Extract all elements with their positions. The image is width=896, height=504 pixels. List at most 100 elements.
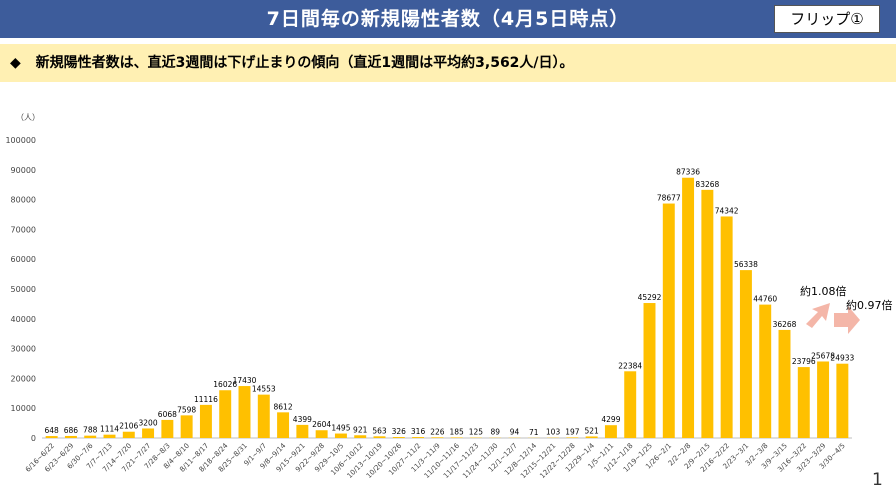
data-label: 44760	[753, 295, 777, 304]
ratio-label-2: 約0.97倍	[846, 299, 893, 312]
data-label: 25678	[811, 351, 835, 360]
bar	[701, 189, 714, 438]
data-label: 185	[449, 427, 464, 436]
data-label: 16026	[213, 380, 237, 389]
data-label: 74342	[715, 206, 739, 215]
y-tick-label: 50000	[11, 285, 36, 294]
data-label: 6068	[158, 410, 177, 419]
flip-badge: フリップ①	[774, 5, 880, 33]
y-tick-label: 60000	[11, 255, 36, 264]
data-label: 56338	[734, 260, 758, 269]
data-label: 2604	[312, 420, 331, 429]
data-label: 686	[64, 426, 79, 435]
data-label: 36268	[773, 320, 797, 329]
bar	[450, 437, 463, 438]
data-label: 521	[584, 426, 599, 435]
page-title: 7日間毎の新規陽性者数（4月5日時点）	[266, 8, 630, 30]
bar	[739, 270, 752, 438]
data-label: 648	[44, 426, 59, 435]
bar	[720, 216, 733, 438]
bar	[373, 436, 386, 438]
data-label: 87336	[676, 168, 700, 177]
bar	[257, 394, 270, 438]
data-label: 226	[430, 427, 445, 436]
diamond-icon: ◆	[10, 55, 21, 71]
data-label: 23796	[792, 357, 816, 366]
bar	[836, 363, 849, 438]
bar	[624, 371, 637, 438]
bar	[199, 404, 212, 438]
data-label: 14553	[252, 385, 276, 394]
bar	[643, 303, 656, 438]
y-tick-label: 30000	[11, 345, 36, 354]
data-label: 326	[392, 427, 407, 436]
headline-banner: ◆ 新規陽性者数は、直近3週間は下げ止まりの傾向（直近1週間は平均約3,562人…	[0, 44, 896, 82]
data-label: 4299	[601, 415, 620, 424]
y-tick-label: 20000	[11, 374, 36, 383]
data-label: 316	[411, 427, 426, 436]
data-label: 22384	[618, 361, 642, 370]
data-label: 11116	[194, 395, 218, 404]
data-label: 24933	[830, 354, 854, 363]
data-label: 563	[372, 426, 387, 435]
data-label: 197	[565, 427, 580, 436]
bar	[412, 437, 425, 438]
headline-text: 新規陽性者数は、直近3週間は下げ止まりの傾向（直近1週間は平均約3,562人/日…	[35, 55, 574, 71]
title-bar: 7日間毎の新規陽性者数（4月5日時点） フリップ①	[0, 0, 896, 38]
data-label: 1114	[100, 425, 119, 434]
bar	[161, 419, 174, 438]
data-label: 89	[490, 428, 500, 437]
y-tick-label: 70000	[11, 225, 36, 234]
y-tick-label: 80000	[11, 196, 36, 205]
bar	[45, 436, 58, 438]
data-label: 3200	[139, 418, 158, 427]
y-axis-unit: （人）	[16, 113, 40, 122]
bar	[122, 431, 135, 438]
bar	[84, 435, 97, 438]
page-number: 1	[872, 470, 883, 490]
ratio-label-1: 約1.08倍	[800, 285, 847, 298]
bar	[585, 436, 598, 438]
data-label: 8612	[274, 402, 293, 411]
data-label: 71	[529, 428, 539, 437]
y-tick-label: 10000	[11, 404, 36, 413]
bar	[142, 428, 155, 438]
bar	[566, 437, 579, 438]
y-tick-label: 0	[31, 434, 36, 443]
data-label: 17430	[233, 376, 257, 385]
bar	[431, 437, 444, 438]
data-label: 83268	[695, 180, 719, 189]
bar	[797, 367, 810, 438]
bar	[180, 415, 193, 438]
data-label: 4399	[293, 415, 312, 424]
bar	[604, 425, 617, 438]
data-label: 788	[83, 426, 98, 435]
bar	[817, 361, 830, 438]
bar	[354, 435, 367, 438]
data-label: 125	[469, 428, 484, 437]
data-label: 1495	[331, 424, 350, 433]
y-tick-label: 100000	[5, 136, 36, 145]
bar	[103, 434, 116, 438]
data-label: 94	[510, 428, 520, 437]
data-label: 78677	[657, 194, 681, 203]
data-label: 921	[353, 425, 368, 434]
data-label: 103	[546, 428, 561, 437]
y-tick-label: 90000	[11, 166, 36, 175]
bar	[64, 435, 77, 438]
bar	[296, 424, 309, 438]
data-label: 7598	[177, 405, 196, 414]
bar	[778, 329, 791, 438]
data-label: 45292	[638, 293, 662, 302]
bar	[682, 177, 695, 439]
bar	[277, 412, 290, 438]
y-tick-label: 40000	[11, 315, 36, 324]
bar	[759, 304, 772, 438]
bar	[315, 430, 328, 438]
bar	[392, 437, 405, 438]
data-label: 2106	[119, 422, 138, 431]
bar	[662, 203, 675, 438]
bar	[219, 390, 232, 438]
bar	[334, 433, 347, 438]
